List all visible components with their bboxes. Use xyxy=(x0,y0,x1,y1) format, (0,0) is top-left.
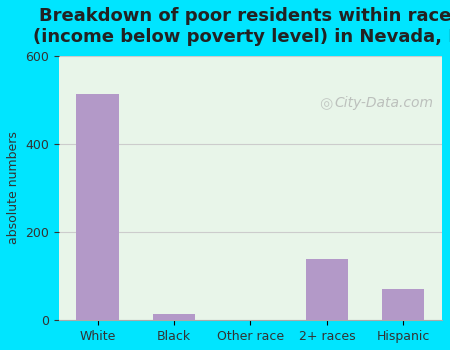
Bar xyxy=(76,94,118,320)
Title: Breakdown of poor residents within races
(income below poverty level) in Nevada,: Breakdown of poor residents within races… xyxy=(32,7,450,46)
Text: City-Data.com: City-Data.com xyxy=(335,96,434,110)
Text: ◎: ◎ xyxy=(319,96,333,111)
Bar xyxy=(306,259,348,320)
Bar xyxy=(382,288,424,320)
Bar xyxy=(153,314,195,320)
Y-axis label: absolute numbers: absolute numbers xyxy=(7,132,20,244)
